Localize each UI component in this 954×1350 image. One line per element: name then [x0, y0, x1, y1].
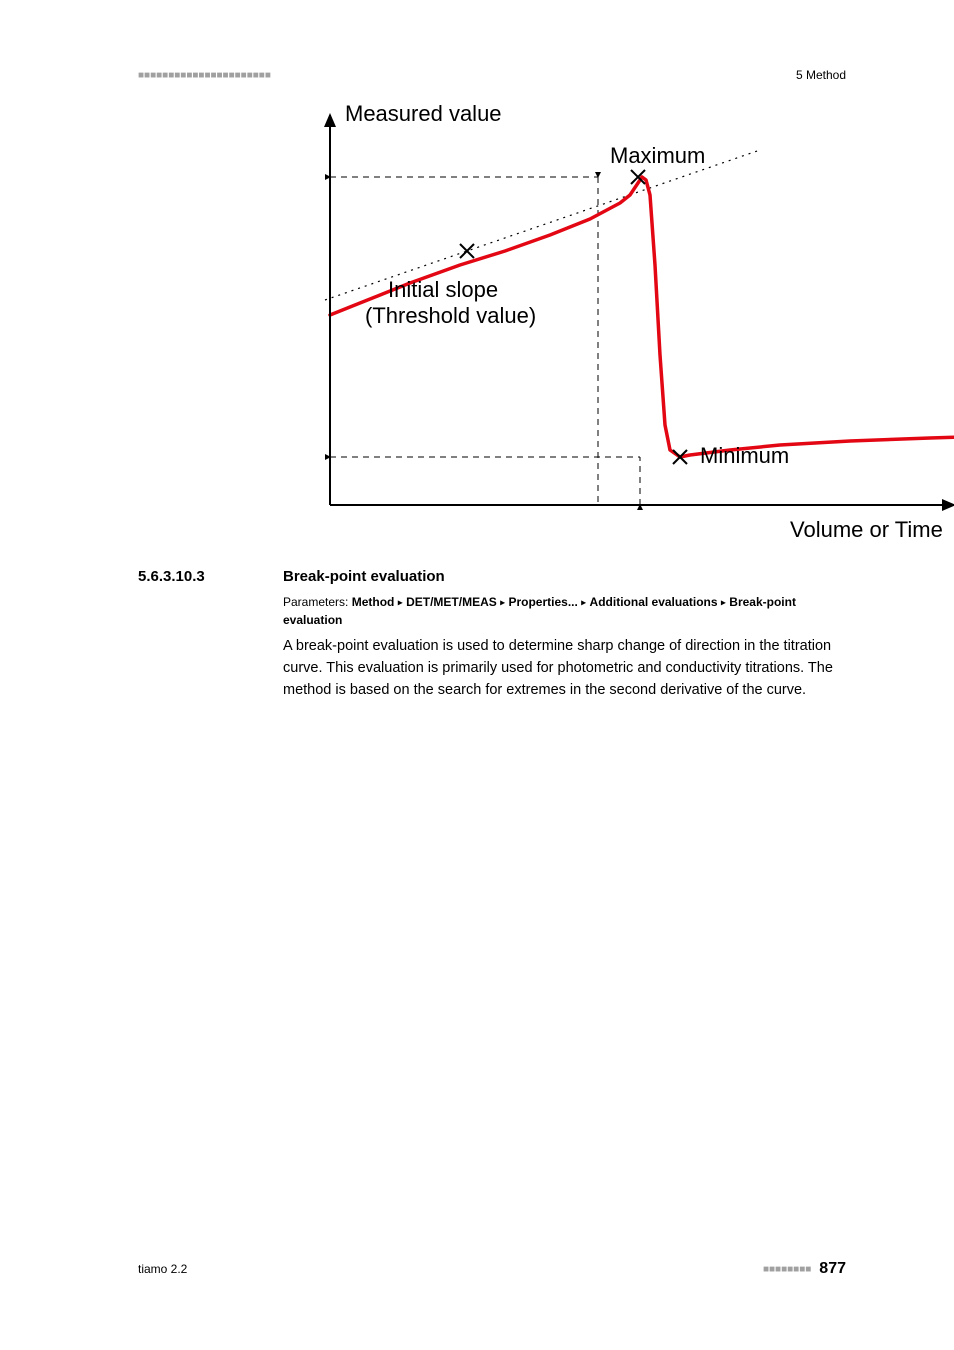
header-dashes: ■■■■■■■■■■■■■■■■■■■■■■	[138, 70, 271, 81]
footer-product: tiamo 2.2	[138, 1262, 187, 1276]
header-section-label: 5 Method	[796, 68, 846, 82]
section-number: 5.6.3.10.3	[138, 568, 205, 585]
svg-text:Initial slope: Initial slope	[388, 277, 498, 302]
svg-text:(Threshold value): (Threshold value)	[365, 303, 536, 328]
page-header: ■■■■■■■■■■■■■■■■■■■■■■ 5 Method	[138, 68, 846, 82]
params-method: Method	[352, 595, 395, 609]
triangle-icon: ▸	[500, 597, 505, 608]
svg-text:Minimum: Minimum	[700, 443, 789, 468]
body-paragraph: A break-point evaluation is used to dete…	[283, 636, 846, 701]
titration-chart: Measured value Volume or Time Maximum Minim…	[290, 105, 954, 545]
params-det: DET/MET/MEAS	[406, 595, 497, 609]
params-addl: Additional evaluations	[590, 595, 718, 609]
page-footer: tiamo 2.2 ■■■■■■■■ 877	[138, 1260, 846, 1278]
svg-text:Measured value: Measured value	[345, 105, 502, 126]
svg-text:Volume or Time: Volume or Time	[790, 517, 943, 542]
params-label: Parameters:	[283, 595, 352, 609]
triangle-icon: ▸	[581, 597, 586, 608]
parameters-line: Parameters: Method ▸ DET/MET/MEAS ▸ Prop…	[283, 593, 846, 629]
footer-right: ■■■■■■■■ 877	[763, 1260, 846, 1278]
svg-text:Maximum: Maximum	[610, 143, 705, 168]
footer-dashes: ■■■■■■■■	[763, 1264, 811, 1275]
triangle-icon: ▸	[398, 597, 403, 608]
triangle-icon: ▸	[721, 597, 726, 608]
section-title: Break-point evaluation	[283, 568, 445, 585]
page-number: 877	[819, 1260, 846, 1278]
params-props: Properties...	[508, 595, 577, 609]
